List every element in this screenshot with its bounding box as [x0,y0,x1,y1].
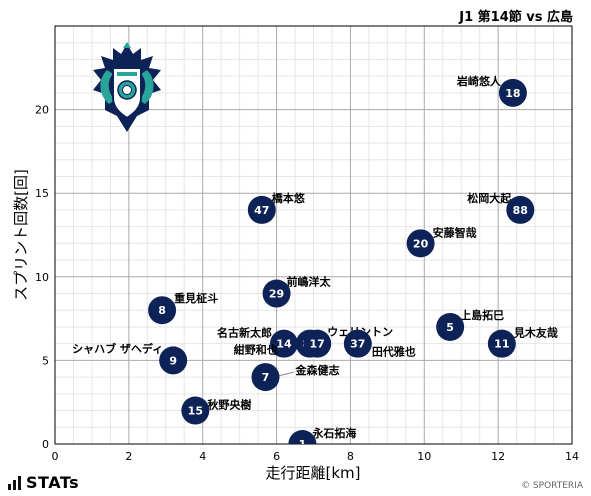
player-name-label: 田代雅也 [372,345,416,359]
player-name-label: 名古新太郎 [217,326,272,340]
data-point-15: 秋野央樹 15 [181,396,251,425]
data-point-8: 重見柾斗 8 [148,291,218,325]
player-number-label: 47 [254,204,269,217]
player-name-label: 永石拓海 [311,426,356,440]
player-number-label: 14 [276,338,292,351]
player-number-label: 88 [513,204,528,217]
player-marker [406,229,435,258]
player-name-label: シャハブ ザヘディ [72,341,163,355]
player-marker [436,312,465,341]
copyright-text: © SPORTERIA [521,481,583,491]
data-point-20: 安藤智哉 20 [406,225,477,258]
player-name-label: 重見柾斗 [174,291,218,305]
data-point-14: 名古新太郎 14 [217,326,298,358]
player-name-label: 見木友哉 [513,326,558,340]
player-name-label: 上島拓巳 [460,308,504,322]
minor-gridlines [55,25,572,444]
player-number-label: 17 [310,338,325,351]
player-marker [148,296,177,325]
chart-title: J1 第14節 vs 広島 [459,10,573,25]
data-point-7: 金森健志 7 [251,363,339,392]
player-marker [159,346,188,375]
stats-brand-text: STATs [26,473,80,492]
x-tick-label: 12 [491,450,505,463]
player-number-label: 20 [413,237,429,250]
player-marker [288,430,317,444]
player-number-label: 11 [494,338,509,351]
data-point-9: シャハブ ザヘディ 9 [72,341,188,375]
x-tick-label: 0 [52,450,59,463]
y-tick-label: 5 [42,354,49,367]
player-marker [181,396,210,425]
x-axis-label: 走行距離[km] [265,464,360,482]
player-name-label: 金森健志 [294,363,339,377]
player-name-label: 秋野央樹 [207,398,251,412]
data-point-17: ウェリントン17 [303,326,393,358]
player-name-label: 岩崎悠人 [456,74,502,88]
player-marker [343,329,372,358]
x-tick-label: 8 [347,450,354,463]
x-tick-label: 2 [125,450,132,463]
y-axis-label: スプリント回数[回] [12,169,30,301]
stats-bars-icon [8,475,22,490]
y-tick-label: 15 [35,187,49,200]
player-number-label: 37 [350,338,365,351]
player-name-label: 安藤智哉 [433,225,477,239]
player-name-label: 前嶋洋太 [287,275,332,289]
data-point-1: 永石拓海 1 [288,426,356,451]
player-marker [251,363,280,392]
x-tick-label: 4 [199,450,206,463]
y-tick-label: 0 [42,438,49,451]
player-marker [247,195,276,224]
x-tick-label: 6 [273,450,280,463]
y-tick-label: 10 [35,271,49,284]
team-crest-icon [93,42,161,132]
player-marker [262,279,291,308]
player-number-label: 5 [446,321,454,334]
player-number-label: 7 [262,371,270,384]
player-marker [506,195,535,224]
x-tick-labels: 0 2 4 6 8 10 12 14 [52,450,580,463]
label-leader-line [277,371,294,377]
player-marker [303,329,332,358]
data-point-37: 田代雅也 37 [343,329,416,359]
player-name-label: 紺野和也 [234,343,278,357]
y-tick-label: 20 [35,104,49,117]
player-number-label: 15 [188,405,203,418]
player-name-label: 松岡大起 [467,191,512,205]
player-number-label: 29 [269,288,284,301]
player-number-label: 18 [505,87,520,100]
data-point-5: 上島拓巳 5 [436,308,504,341]
x-tick-label: 10 [417,450,431,463]
player-marker [498,78,527,107]
player-number-label: 8 [158,304,166,317]
player-name-label: 橋本悠 [272,191,306,205]
x-tick-label: 14 [565,450,579,463]
y-tick-labels: 0 5 10 15 20 [35,104,49,451]
player-number-label: 1 [299,438,307,451]
player-number-label: 9 [169,354,177,367]
player-marker [487,329,516,358]
player-marker [269,329,298,358]
data-point-11: 見木友哉 11 [487,326,558,358]
stats-logo: STATs [8,473,79,492]
